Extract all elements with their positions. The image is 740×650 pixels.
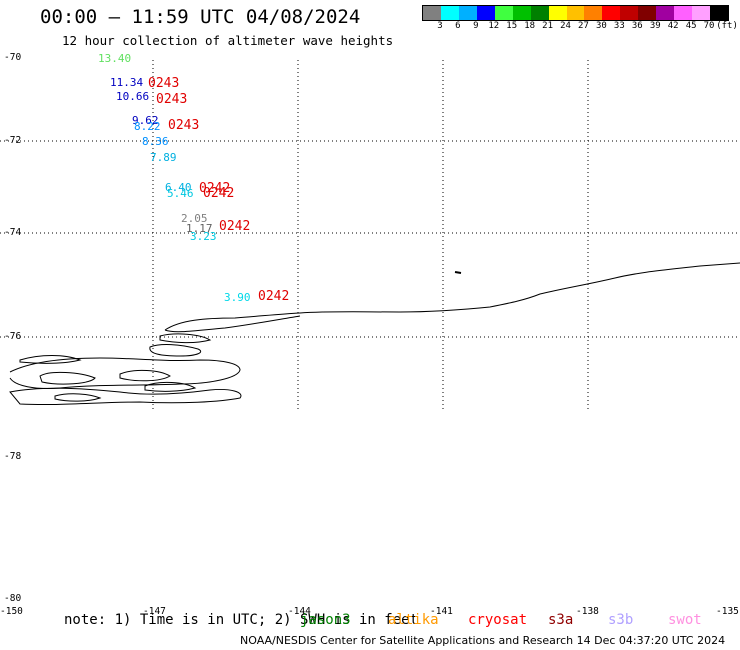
wave-height-value: 5.46 — [167, 187, 194, 200]
legend-swatch — [566, 6, 585, 20]
lon-label: -135 — [716, 606, 739, 617]
island-6 — [54, 393, 102, 402]
legend-swatch — [674, 6, 693, 20]
lon-label: -138 — [576, 606, 599, 617]
lon-label: -144 — [288, 606, 311, 617]
satellite-s3a: s3a — [548, 612, 574, 628]
wave-height-value: 10.66 — [116, 90, 150, 103]
island-5 — [9, 387, 242, 406]
satellite-cryosat: cryosat — [468, 612, 528, 628]
satellite-swot: swot — [668, 612, 702, 628]
lon-label: -141 — [430, 606, 453, 617]
lon-label: -147 — [143, 606, 166, 617]
map-subtitle: 12 hour collection of altimeter wave hei… — [62, 33, 394, 48]
satellite-jason3: jason3 — [300, 612, 351, 628]
legend-swatch — [512, 6, 531, 20]
legend-label: 70 — [703, 21, 715, 31]
legend-label: 12 — [488, 21, 500, 31]
legend-label: 33 — [613, 21, 625, 31]
legend-labels: 3 6 9 12 15 18 21 24 27 30 33 36 39 42 45 70 (ft) — [422, 21, 738, 33]
credit-line: NOAA/NESDIS Center for Satellite Applica… — [240, 634, 726, 647]
pass-time: 0242 — [199, 181, 231, 196]
island-9 — [19, 355, 82, 364]
wave-height-value: 8.22 — [134, 120, 161, 133]
pass-time: 0243 — [156, 92, 188, 107]
legend-swatch — [476, 6, 495, 20]
island-4 — [119, 369, 171, 382]
legend-swatch — [494, 6, 513, 20]
color-legend — [422, 5, 729, 21]
legend-swatch — [602, 6, 621, 20]
legend-label: 3 — [437, 21, 443, 31]
lat-label: -78 — [4, 451, 22, 462]
wave-height-value: 8.36 — [142, 135, 169, 148]
wave-height-value: 7.89 — [150, 151, 177, 164]
ice-shelf-edge — [164, 262, 740, 331]
legend-label: 15 — [506, 21, 518, 31]
pass-time: 0243 — [148, 76, 180, 91]
island-2 — [9, 357, 241, 389]
map-title: 00:00 – 11:59 UTC 04/08/2024 — [40, 6, 361, 28]
wave-height-value: 13.40 — [98, 52, 132, 65]
legend-label: 18 — [524, 21, 536, 31]
legend-unit: (ft) — [716, 21, 738, 31]
pass-time: 0243 — [168, 118, 200, 133]
lon-label: -150 — [0, 606, 23, 617]
wave-height-value: 2.05 — [181, 212, 208, 225]
island-1 — [149, 344, 202, 357]
legend-label: 42 — [667, 21, 679, 31]
wave-height-value: 6.40 — [165, 181, 192, 194]
legend-label: 39 — [649, 21, 661, 31]
lat-label: -70 — [4, 52, 22, 63]
legend-label: 30 — [595, 21, 607, 31]
satellite-s3b: s3b — [608, 612, 634, 628]
legend-label: 27 — [578, 21, 589, 31]
coastline — [9, 262, 740, 406]
island-3 — [39, 371, 96, 385]
wave-height-value: 3.90 — [224, 291, 251, 304]
legend-label: 45 — [685, 21, 697, 31]
legend-swatch — [656, 6, 675, 20]
wave-height-value: 9.62 — [132, 114, 159, 127]
lat-label: -74 — [4, 227, 22, 238]
note-text: note: 1) Time is in UTC; 2) SWH is in fe… — [64, 612, 419, 628]
coast-inner — [164, 315, 301, 333]
pass-time: 0242 — [258, 289, 290, 304]
legend-swatch — [530, 6, 549, 20]
wave-height-value: 1.17 — [186, 222, 213, 235]
legend-label: 21 — [542, 21, 553, 31]
pass-time: 0242 — [203, 186, 235, 201]
legend-swatch — [548, 6, 567, 20]
legend-label: 6 — [455, 21, 461, 31]
legend-label: 36 — [631, 21, 643, 31]
legend-swatch — [458, 6, 477, 20]
lat-label: -76 — [4, 331, 22, 342]
legend-swatch — [710, 6, 728, 20]
legend-swatch — [620, 6, 639, 20]
legend-swatch — [584, 6, 603, 20]
legend-swatch — [440, 6, 459, 20]
lat-label: -72 — [4, 135, 22, 146]
satellite-altika: altika — [388, 612, 439, 628]
lat-label: -80 — [4, 593, 22, 604]
island-10 — [454, 271, 462, 274]
wave-height-value: 3.23 — [190, 230, 217, 243]
island-8 — [159, 333, 212, 344]
legend-swatch — [638, 6, 657, 20]
legend-label: 9 — [473, 21, 479, 31]
legend-label: 24 — [560, 21, 571, 31]
legend-swatch — [692, 6, 710, 20]
island-7 — [144, 381, 197, 392]
legend-swatch — [423, 6, 441, 20]
pass-time: 0242 — [219, 219, 251, 234]
wave-height-value: 11.34 — [110, 76, 144, 89]
graticule — [0, 60, 740, 410]
